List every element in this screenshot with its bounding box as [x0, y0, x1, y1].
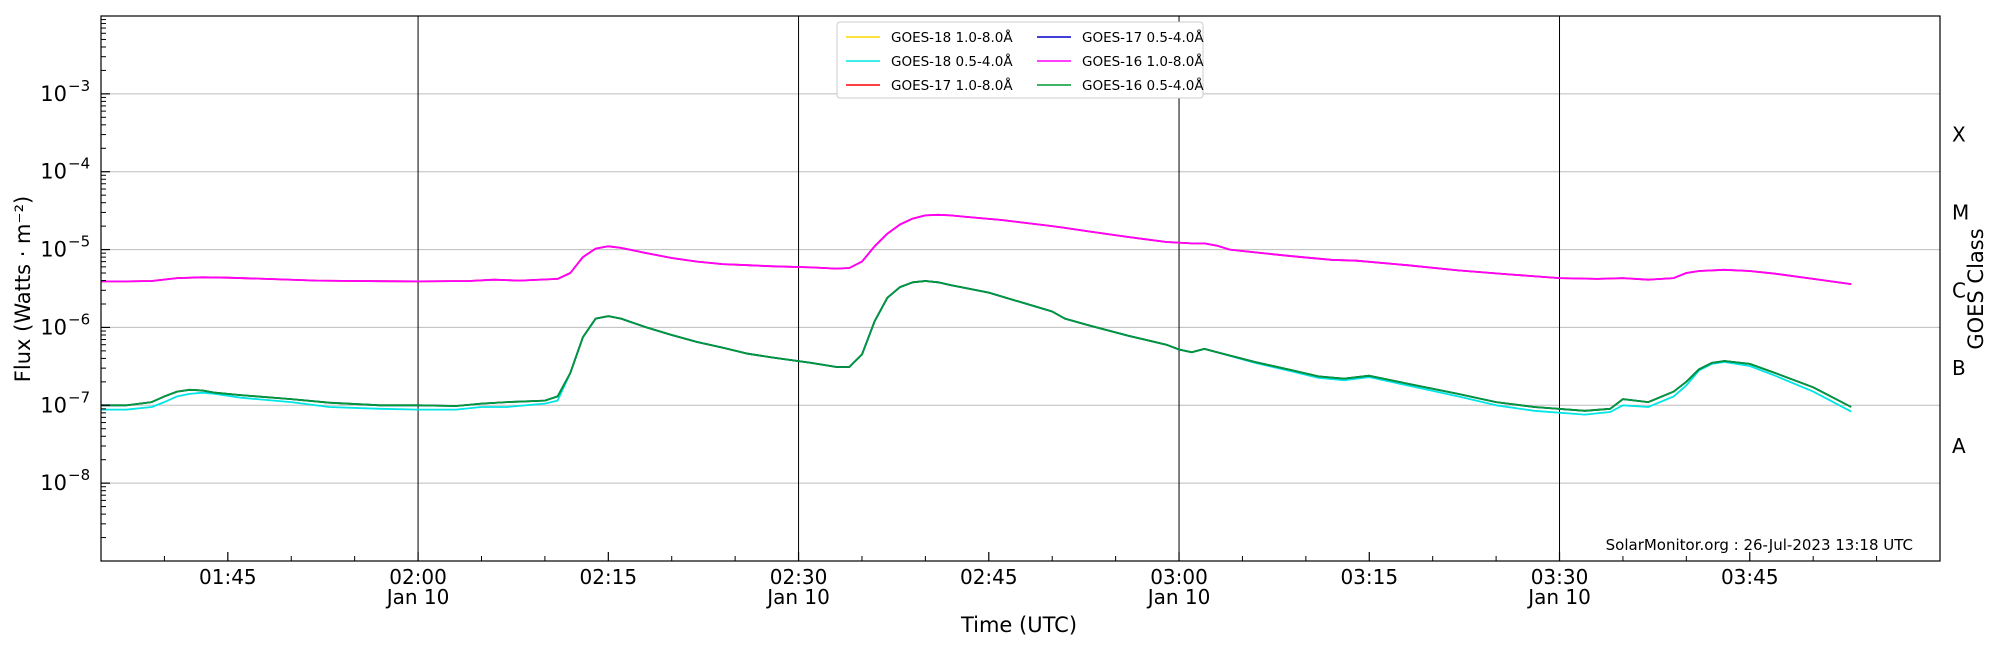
y-tick-exponent: −4 — [68, 155, 90, 173]
goes-class-m: M — [1952, 200, 1969, 224]
y-tick-label: 10 — [40, 160, 67, 184]
goes-class-c: C — [1952, 278, 1966, 302]
legend-label-5: GOES-16 0.5-4.0Å — [1082, 77, 1204, 94]
y-tick-label: 10 — [40, 238, 67, 262]
x-tick-label: 02:00 — [389, 565, 447, 589]
series-lines — [101, 213, 1852, 416]
y-axis-label: Flux (Watts · m⁻²) — [11, 196, 35, 382]
x-tick-date-label: Jan 10 — [1526, 585, 1591, 609]
y-tick-label: 10 — [40, 315, 67, 339]
x-tick-label: 03:00 — [1150, 565, 1208, 589]
legend-label-2: GOES-16 1.0-8.0Å — [1082, 53, 1204, 70]
y-tick-label: 10 — [40, 82, 67, 106]
goes-class-x: X — [1952, 123, 1966, 147]
x-tick-label: 01:45 — [199, 565, 257, 589]
legend-label-3: GOES-18 0.5-4.0Å — [891, 53, 1013, 70]
y-tick-exponent: −8 — [68, 466, 90, 484]
y-tick-label: 10 — [40, 471, 67, 495]
series-line-5 — [101, 280, 1852, 412]
x-tick-label: 02:45 — [960, 565, 1018, 589]
legend-label-4: GOES-17 0.5-4.0Å — [1082, 29, 1204, 46]
x-tick-label: 02:15 — [579, 565, 637, 589]
goes-class-b: B — [1952, 356, 1966, 380]
series-line-2 — [101, 213, 1852, 285]
y-tick-exponent: −3 — [68, 77, 90, 95]
x-tick-label: 03:45 — [1721, 565, 1779, 589]
x-tick-date-label: Jan 10 — [765, 585, 830, 609]
x-tick-date-label: Jan 10 — [385, 585, 450, 609]
legend-label-0: GOES-18 1.0-8.0Å — [891, 29, 1013, 46]
x-tick-label: 02:30 — [770, 565, 828, 589]
y-tick-exponent: −5 — [68, 233, 90, 251]
time-marker-lines — [417, 16, 1561, 561]
y-tick-exponent: −6 — [68, 310, 90, 328]
credit-text: SolarMonitor.org : 26-Jul-2023 13:18 UTC — [1606, 536, 1913, 554]
x-axis-label: Time (UTC) — [960, 613, 1077, 637]
legend: GOES-18 1.0-8.0Å GOES-18 0.5-4.0Å GOES-17 … — [836, 21, 1204, 99]
y-tick-label: 10 — [40, 393, 67, 417]
x-tick-date-label: Jan 10 — [1146, 585, 1211, 609]
x-tick-label: 03:15 — [1340, 565, 1398, 589]
right-axis-label: GOES Class — [1964, 228, 1988, 349]
plot-frame — [100, 15, 1941, 562]
goes-class-a: A — [1952, 434, 1966, 458]
y-axis-ticks: 10−810−710−610−510−410−3 — [40, 19, 110, 539]
legend-label-1: GOES-17 1.0-8.0Å — [891, 77, 1013, 94]
x-tick-label: 03:30 — [1531, 565, 1589, 589]
y-tick-exponent: −7 — [68, 388, 90, 406]
goes-class-labels: A B C M X — [1952, 123, 1969, 458]
legend-box — [836, 21, 1204, 99]
